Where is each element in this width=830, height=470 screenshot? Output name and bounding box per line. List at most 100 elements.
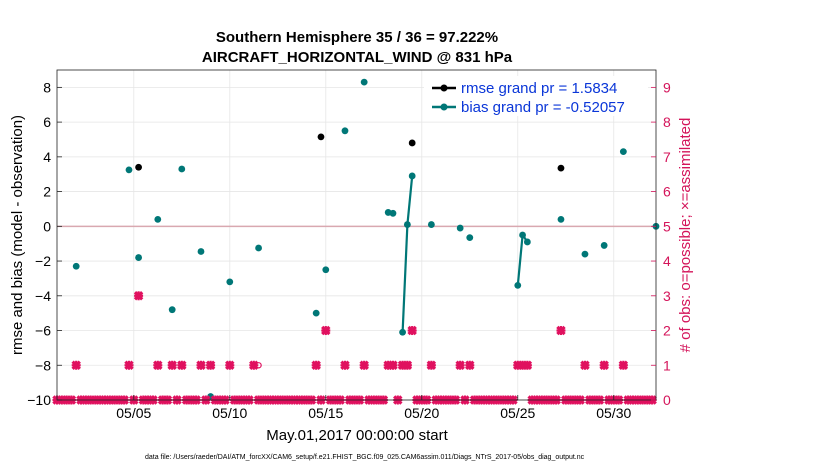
obs-assimilated-marker	[124, 360, 134, 370]
obs-assimilated-marker	[407, 325, 417, 336]
legend-marker-bias	[440, 103, 448, 111]
left-tick-label: 8	[43, 79, 51, 95]
right-tick-label: 7	[663, 149, 671, 165]
x-tick-label: 05/15	[308, 405, 343, 421]
bias-point	[427, 221, 435, 228]
left-tick-label: 4	[43, 149, 51, 165]
bias-point	[197, 248, 205, 255]
x-tick-label: 05/25	[500, 405, 535, 421]
bias-point	[322, 266, 330, 274]
left-tick-label: −4	[35, 288, 51, 304]
obs-assimilated-marker	[388, 360, 398, 370]
y2-axis-label: # of obs: o=possible; ×=assimilated	[677, 118, 694, 353]
legend-box	[424, 76, 648, 116]
bias-point	[226, 278, 234, 286]
left-tick-label: 6	[43, 114, 51, 130]
bias-point	[456, 224, 464, 232]
bias-point	[135, 254, 142, 261]
obs-assimilated-marker	[321, 325, 331, 336]
chart-subtitle: AIRCRAFT_HORIZONTAL_WIND @ 831 hPa	[202, 49, 513, 66]
bias-point	[154, 215, 162, 223]
obs-assimilated-marker	[177, 360, 187, 370]
bias-point	[403, 221, 411, 228]
right-tick-label: 6	[663, 184, 671, 200]
obs-assimilated-marker	[599, 360, 609, 370]
obs-assimilated-marker	[402, 360, 413, 370]
chart-title: Southern Hemisphere 35 / 36 = 97.222%	[216, 29, 498, 46]
obs-assimilated-marker	[618, 360, 629, 370]
legend: rmse grand pr = 1.5834 bias grand pr = -…	[424, 76, 648, 116]
right-tick-label: 5	[663, 218, 671, 234]
x-axis: 05/05 05/10 05/15 05/20 05/25 05/30	[116, 395, 631, 421]
left-tick-label: −6	[35, 323, 51, 339]
x-axis-label: May.01,2017 00:00:00 start	[266, 427, 448, 444]
obs-assimilated-marker	[205, 360, 216, 370]
legend-marker-rmse	[440, 84, 448, 92]
rmse-point	[408, 139, 416, 147]
bias-point	[399, 328, 406, 336]
obs-assimilated-marker	[249, 360, 259, 370]
right-tick-label: 1	[663, 357, 671, 373]
right-tick-label: 2	[663, 323, 671, 339]
plot-frame	[56, 69, 657, 401]
bias-point	[514, 281, 522, 289]
x-tick-label: 05/10	[212, 405, 247, 421]
obs-assimilated-marker	[225, 360, 235, 370]
bias-point	[557, 215, 565, 223]
bias-point	[519, 231, 526, 239]
obs-assimilated-marker	[426, 360, 437, 370]
obs-assimilated-marker	[196, 360, 206, 370]
bias-point	[255, 244, 262, 252]
left-tick-label: −8	[35, 357, 51, 373]
obs-assimilated-marker	[556, 325, 566, 336]
right-tick-label: 3	[663, 288, 671, 304]
x-tick-label: 05/05	[116, 405, 151, 421]
obs-assimilated-marker	[133, 291, 144, 301]
x-tick-label: 05/20	[404, 405, 439, 421]
bias-point	[72, 262, 80, 270]
obs-assimilated-marker	[71, 360, 81, 370]
obs-assimilated-marker	[311, 360, 321, 370]
legend-label-rmse: rmse grand pr = 1.5834	[461, 80, 617, 97]
rmse-point	[557, 164, 565, 172]
plot-area	[57, 70, 656, 400]
obs-assimilated-marker	[359, 360, 369, 370]
obs-assimilated-marker	[522, 360, 533, 370]
bias-point	[312, 309, 320, 317]
data-file-footer: data file: /Users/raeder/DAI/ATM_forcXX/…	[145, 454, 585, 461]
obs-assimilated-marker	[340, 360, 350, 370]
bias-point	[581, 250, 589, 258]
obs-assimilated-marker	[580, 360, 590, 370]
bias-point	[178, 165, 186, 173]
bias-point	[125, 166, 133, 174]
bias-point	[619, 148, 627, 156]
right-tick-label: 8	[663, 114, 671, 130]
bias-point	[408, 172, 416, 180]
left-axis: −10 −8 −6 −4 −2 0 2 4 6 8	[27, 79, 62, 408]
y-axis-label: rmse and bias (model - observation)	[9, 115, 26, 355]
bias-point	[389, 209, 397, 217]
obs-assimilated-marker	[455, 360, 465, 370]
left-tick-label: 2	[43, 184, 51, 200]
bias-point	[341, 127, 349, 135]
rmse-point	[317, 133, 325, 141]
right-tick-label: 4	[663, 253, 671, 269]
left-tick-label: −10	[27, 392, 51, 408]
bias-point	[168, 306, 176, 314]
bias-point	[523, 238, 531, 246]
rmse-point	[135, 163, 142, 171]
bias-point	[466, 234, 474, 242]
legend-label-bias: bias grand pr = -0.52057	[461, 99, 625, 116]
right-axis: 0 1 2 3 4 5 6 7 8 9	[651, 79, 671, 408]
obs-assimilated-marker	[465, 360, 475, 370]
bias-point	[360, 78, 368, 86]
obs-assimilated-marker	[167, 360, 177, 370]
bias-point	[600, 242, 608, 249]
obs-assimilated-marker	[153, 360, 163, 370]
right-tick-label: 0	[663, 392, 671, 408]
right-tick-label: 9	[663, 79, 671, 95]
left-tick-label: −2	[35, 253, 51, 269]
x-tick-label: 05/30	[596, 405, 631, 421]
left-tick-label: 0	[43, 218, 51, 234]
